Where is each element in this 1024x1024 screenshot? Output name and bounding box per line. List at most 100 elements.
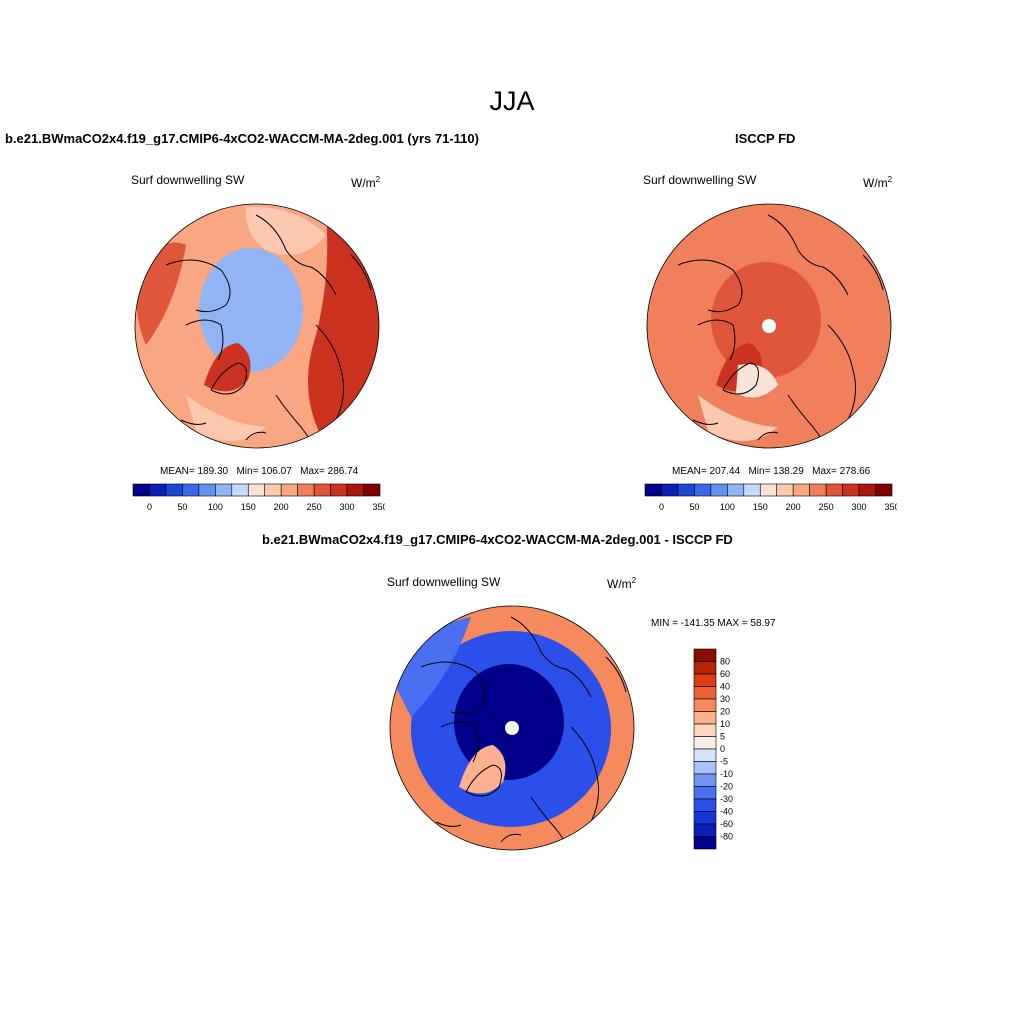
panel-1-min: Min= 106.07	[236, 466, 292, 477]
coastline	[757, 431, 779, 441]
colorbar-tick-label: 5	[720, 732, 725, 742]
colorbar-tick-label: 350	[372, 502, 385, 512]
colorbar-tick-label: -20	[720, 782, 733, 792]
colorbar-tick-label: -30	[720, 794, 733, 804]
coastline	[245, 431, 267, 441]
colorbar-box	[693, 698, 717, 712]
colorbar-box	[198, 483, 216, 497]
colorbar-tick-label: -80	[720, 832, 733, 842]
coastline	[767, 214, 849, 296]
colorbar-tick-label: 200	[786, 502, 801, 512]
panel-3-title: b.e21.BWmaCO2x4.f19_g17.CMIP6-4xCO2-WACC…	[262, 532, 733, 547]
map-field	[135, 204, 379, 448]
colorbar-box	[693, 811, 717, 825]
colorbar-box	[693, 723, 717, 737]
colorbar-box	[215, 483, 233, 497]
colorbar-box	[132, 483, 150, 497]
panel-2-units: W/m2	[863, 175, 893, 190]
coastline	[692, 419, 719, 425]
colorbar-tick-label: 150	[753, 502, 768, 512]
panel-3-units: W/m2	[607, 576, 637, 591]
colorbar-box	[842, 483, 860, 497]
coastline	[510, 616, 592, 698]
colorbar-box	[693, 711, 717, 725]
panel-2-stats: MEAN= 207.44 Min= 138.29 Max= 278.66	[672, 466, 870, 477]
colorbar-box	[694, 483, 712, 497]
colorbar-box	[825, 483, 843, 497]
panel-1-mean: MEAN= 189.30	[160, 466, 229, 477]
colorbar-box	[363, 483, 381, 497]
colorbar-tick-label: -40	[720, 807, 733, 817]
coastline	[350, 254, 372, 291]
colorbar-box	[693, 673, 717, 687]
coastline	[210, 362, 247, 395]
panel-1-colorbar: 0 50 100 150 200 250 300 350	[132, 483, 385, 512]
colorbar-tick-label: -5	[720, 757, 728, 767]
colorbar-tick-label: 250	[819, 502, 834, 512]
coastline	[862, 254, 884, 291]
colorbar-tick-label: 300	[852, 502, 867, 512]
colorbar-box	[231, 483, 249, 497]
map-field	[390, 606, 634, 850]
colorbar-box	[710, 483, 728, 497]
map-border	[389, 605, 635, 851]
colorbar-box	[693, 786, 717, 800]
colorbar-tick-label: -10	[720, 769, 733, 779]
panel-1-title: b.e21.BWmaCO2x4.f19_g17.CMIP6-4xCO2-WACC…	[5, 131, 479, 146]
colorbar-box	[182, 483, 200, 497]
colorbar-box	[330, 483, 348, 497]
coastline	[605, 656, 627, 693]
colorbar-box	[693, 836, 717, 850]
coastline	[697, 319, 736, 361]
colorbar-box	[792, 483, 810, 497]
colorbar-box	[875, 483, 893, 497]
colorbar-box	[693, 823, 717, 837]
coastline	[722, 362, 759, 395]
coastline	[420, 661, 486, 715]
panel-3-variable: Surf downwelling SW	[387, 575, 501, 589]
colorbar-box	[693, 661, 717, 675]
colorbar-tick-label: -60	[720, 819, 733, 829]
panel-1-map	[134, 203, 380, 449]
colorbar-box	[776, 483, 794, 497]
colorbar-tick-label: 30	[720, 694, 730, 704]
panel-2-colorbar: 0 50 100 150 200 250 300 350	[644, 483, 897, 512]
region-north-pacific	[391, 617, 471, 717]
panel-1-stats: MEAN= 189.30 Min= 106.07 Max= 286.74	[160, 466, 358, 477]
panel-1-max: Max= 286.74	[300, 466, 359, 477]
colorbar-box	[165, 483, 183, 497]
colorbar-box	[693, 761, 717, 775]
colorbar-box	[693, 648, 717, 662]
coastline	[165, 259, 231, 313]
colorbar-tick-label: 50	[177, 502, 187, 512]
colorbar-tick-label: 40	[720, 682, 730, 692]
colorbar-box	[264, 483, 282, 497]
colorbar-box	[693, 748, 717, 762]
colorbar-box	[693, 773, 717, 787]
coastline	[255, 214, 337, 296]
colorbar-tick-label: 250	[307, 502, 322, 512]
map-field	[647, 204, 891, 448]
colorbar-box	[280, 483, 298, 497]
region-north-atlantic	[186, 395, 266, 442]
panel-2-min: Min= 138.29	[748, 466, 804, 477]
panel-3-colorbar: 80 60 40 30 20 10 5 0 -5 -10 -20 -30 -40 -60 -80	[693, 648, 733, 850]
colorbar-tick-label: 0	[659, 502, 664, 512]
colorbar-tick-label: 0	[147, 502, 152, 512]
colorbar-box	[661, 483, 679, 497]
coastline	[185, 319, 224, 361]
coastline	[440, 721, 479, 763]
coastline	[465, 764, 502, 797]
coastline	[180, 419, 207, 425]
panel-3-minmax: MIN = -141.35 MAX = 58.97	[651, 618, 776, 629]
panel-1-variable: Surf downwelling SW	[131, 173, 245, 187]
colorbar-box	[346, 483, 364, 497]
region-greenland	[459, 745, 506, 794]
colorbar-tick-label: 100	[208, 502, 223, 512]
colorbar-tick-label: 350	[884, 502, 897, 512]
coastline	[435, 821, 462, 827]
map-border	[646, 203, 892, 449]
colorbar-tick-label: 80	[720, 657, 730, 667]
region-north-atlantic	[698, 395, 778, 442]
colorbar-box	[644, 483, 662, 497]
